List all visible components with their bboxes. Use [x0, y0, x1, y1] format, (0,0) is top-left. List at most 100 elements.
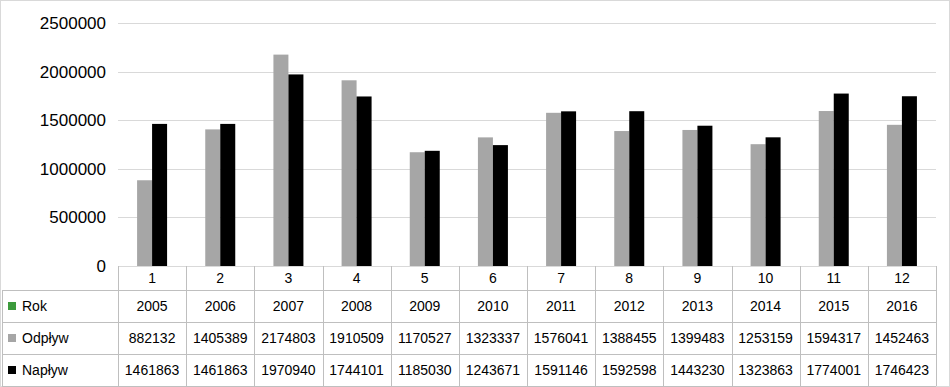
table-line: [868, 266, 869, 386]
table-cell: 2013: [682, 298, 713, 314]
bar: [205, 129, 220, 266]
bar: [273, 55, 288, 266]
bar: [288, 74, 303, 266]
row-header: Napływ: [22, 362, 69, 378]
bar: [342, 80, 357, 266]
grid-line: [118, 217, 936, 218]
table-cell: 1461863: [125, 362, 180, 378]
y-tick-label: 2000000: [40, 63, 106, 82]
table-cell: 8: [625, 270, 633, 286]
table-cell: 12: [894, 270, 910, 286]
table-cell: 1323337: [466, 330, 521, 346]
table-cell: 1461863: [193, 362, 248, 378]
bar: [561, 111, 576, 266]
table-cell: 7: [557, 270, 565, 286]
table-cell: 1576041: [534, 330, 589, 346]
table-line: [391, 266, 392, 386]
table-cell: 5: [421, 270, 429, 286]
chart: 0500000100000015000002000000250000012345…: [0, 0, 950, 387]
table-cell: 2011: [546, 298, 576, 314]
row-header: Odpływ: [22, 330, 70, 346]
grid-line: [118, 23, 936, 24]
table-cell: 2: [216, 270, 224, 286]
table-line: [186, 266, 187, 386]
y-tick-label: 500000: [49, 208, 106, 227]
table-cell: 1170527: [398, 330, 452, 346]
bar: [902, 96, 917, 266]
table-line: [2, 322, 936, 323]
bar: [766, 137, 781, 266]
table-cell: 1388455: [602, 330, 657, 346]
table-cell: 2007: [273, 298, 304, 314]
bar: [546, 113, 561, 266]
grid-line: [118, 169, 936, 170]
table-cell: 1592598: [602, 362, 657, 378]
bar: [614, 131, 629, 266]
grid-line: [118, 72, 936, 73]
table-cell: 11: [826, 270, 841, 286]
table-line: [459, 266, 460, 386]
table-cell: 1399483: [670, 330, 725, 346]
table-cell: 2014: [750, 298, 781, 314]
table-line: [2, 290, 936, 291]
table-line: [800, 266, 801, 386]
table-line: [663, 266, 664, 386]
table-cell: 1: [148, 270, 156, 286]
bar: [152, 124, 167, 266]
bar: [682, 130, 697, 266]
table-cell: 1452463: [875, 330, 930, 346]
table-cell: 6: [489, 270, 497, 286]
bar: [137, 180, 152, 266]
bar: [425, 151, 440, 266]
bar: [834, 94, 849, 266]
bar: [410, 152, 425, 266]
table-cell: 9: [694, 270, 702, 286]
table-cell: 2009: [409, 298, 440, 314]
table-cell: 2012: [614, 298, 645, 314]
y-tick-label: 2500000: [40, 14, 106, 33]
bars: [137, 55, 917, 266]
table-cell: 10: [758, 270, 774, 286]
table-cell: 1744101: [329, 362, 384, 378]
table-line: [2, 290, 3, 386]
legend-key: [8, 366, 16, 374]
table-cell: 4: [353, 270, 361, 286]
bar: [357, 96, 372, 266]
bar: [819, 111, 834, 266]
table-cell: 1443230: [670, 362, 725, 378]
bar: [751, 144, 766, 266]
table-cell: 2005: [137, 298, 168, 314]
table-cell: 882132: [129, 330, 176, 346]
table-cell: 1594317: [806, 330, 861, 346]
table-cell: 1774001: [806, 362, 861, 378]
y-tick-label: 0: [97, 257, 106, 276]
bar: [493, 145, 508, 266]
table-cell: 1746423: [875, 362, 930, 378]
table-cell: 2016: [886, 298, 917, 314]
bar: [629, 111, 644, 266]
table-line: [2, 354, 936, 355]
table-line: [254, 266, 255, 386]
table-cell: 1253159: [738, 330, 793, 346]
table-cell: 1185030: [398, 362, 452, 378]
table-cell: 1970940: [261, 362, 316, 378]
y-tick-label: 1000000: [40, 160, 106, 179]
table-line: [118, 266, 119, 386]
table-line: [323, 266, 324, 386]
table-line: [936, 266, 937, 386]
table-cell: 2010: [477, 298, 508, 314]
legend-key: [8, 334, 16, 342]
y-tick-label: 1500000: [40, 111, 106, 130]
table-line: [732, 266, 733, 386]
legend-key: [8, 302, 16, 310]
table-cell: 3: [285, 270, 293, 286]
table-cell: 1591146: [534, 362, 588, 378]
table-cell: 1405389: [193, 330, 248, 346]
bar: [220, 124, 235, 266]
grid-line: [118, 120, 936, 121]
chart-frame: [1, 1, 950, 387]
bar: [887, 125, 902, 266]
table-cell: 1910509: [329, 330, 384, 346]
table-cell: 1243671: [466, 362, 521, 378]
table-line: [595, 266, 596, 386]
